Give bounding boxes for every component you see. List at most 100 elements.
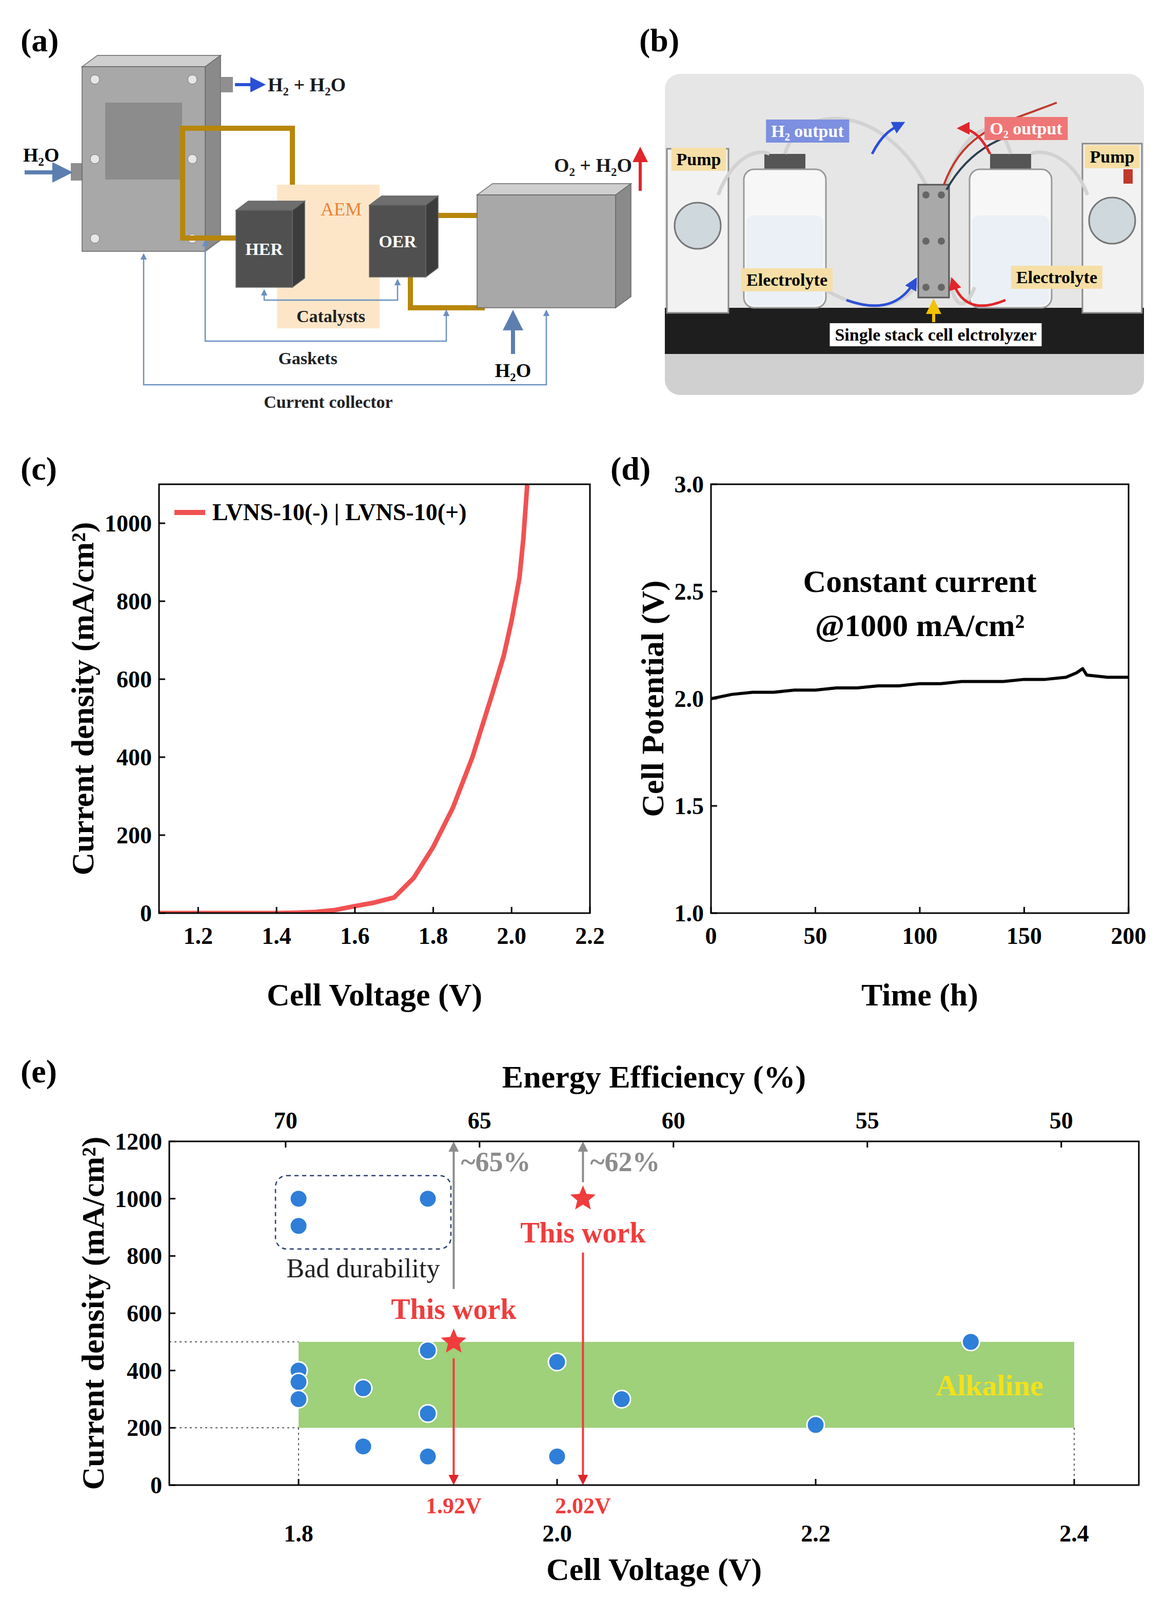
label: 1200 (114, 1128, 163, 1155)
label: 2.0 (542, 1520, 572, 1547)
x-tick (1073, 1478, 1076, 1486)
her-catalyst-side (292, 201, 305, 288)
label: Gaskets (278, 348, 338, 368)
scatter-point (419, 1447, 437, 1466)
y-tick (169, 1312, 176, 1315)
cell (918, 184, 950, 298)
flow-arrow (952, 279, 1006, 306)
o2-arrow (638, 149, 642, 191)
label: 55 (855, 1107, 880, 1134)
label: 1.0 (674, 900, 705, 927)
scatter-point (548, 1353, 566, 1371)
plot-data (169, 1185, 1075, 1486)
label: Cell Voltage (V) (546, 1551, 762, 1588)
x2-tick (284, 1141, 287, 1148)
outlet-stub (220, 76, 233, 93)
figure: (a)H₂ + H₂OH₂OAEMHEROERO₂ + H₂OH₂OCataly… (0, 0, 1165, 1600)
collector-right-side (615, 183, 631, 308)
label: AEM (320, 199, 362, 220)
collector-right-top (477, 183, 631, 195)
x2-tick (478, 1141, 481, 1148)
x-tick (298, 1478, 300, 1486)
label: 600 (126, 1300, 163, 1327)
bolt (187, 154, 197, 164)
collector-left-top (82, 55, 221, 67)
label-box (984, 116, 1068, 141)
label: Current density (mA/cm²) (75, 1136, 111, 1491)
label: 600 (116, 666, 152, 693)
label: LVNS-10(-) | LVNS-10(+) (212, 499, 467, 526)
flow-arrow (846, 279, 916, 306)
label: Catalysts (296, 306, 366, 326)
water-arrow (510, 313, 516, 354)
x2-tick (866, 1141, 868, 1148)
label: 1.5 (674, 793, 705, 820)
y-tick (159, 912, 166, 915)
x-tick (510, 906, 513, 914)
scatter-point (806, 1416, 825, 1434)
y-tick (711, 483, 718, 486)
collector-right-front (477, 194, 616, 308)
label: 0 (150, 1472, 163, 1499)
y-tick (711, 698, 718, 700)
bolt (90, 74, 100, 85)
liquid (972, 215, 1050, 306)
label: 65 (467, 1107, 492, 1134)
her-catalyst-front (235, 210, 293, 288)
label: 400 (116, 744, 152, 771)
label: Pump (1090, 147, 1135, 167)
label: 2.2 (575, 922, 605, 950)
tube (820, 277, 924, 306)
reflection (664, 353, 1144, 396)
label: 1.8 (418, 922, 449, 950)
bolt (922, 283, 930, 291)
label: O₂ output (989, 119, 1063, 138)
y-tick (169, 1197, 176, 1200)
scatter-point (289, 1217, 308, 1235)
label: 150 (1006, 922, 1042, 950)
scatter-point (419, 1190, 437, 1208)
efficiency-arrow (452, 1143, 455, 1290)
label: 70 (273, 1107, 298, 1134)
highlight-box (275, 1175, 451, 1250)
pump-head (674, 202, 721, 249)
chart-2: (e)This work~65%1.92VThis work~62%2.02VB… (20, 1053, 1139, 1588)
x-tick (710, 906, 713, 914)
tube (1031, 152, 1088, 195)
y-tick (159, 756, 166, 759)
scatter-point (289, 1373, 308, 1391)
label: 2.2 (800, 1520, 831, 1547)
voltage-arrow (452, 1358, 455, 1484)
label: 0 (140, 900, 152, 927)
x-tick (556, 1478, 559, 1486)
label-box (765, 119, 849, 143)
label: H₂ + H₂O (267, 73, 346, 96)
y-tick (169, 1484, 176, 1487)
label: 60 (661, 1107, 686, 1134)
label: 200 (116, 822, 152, 849)
label: Bad durability (286, 1253, 441, 1283)
label: 2.0 (674, 685, 705, 713)
label: This work (390, 1293, 517, 1326)
bolt (922, 237, 930, 245)
y-tick (159, 678, 166, 681)
y-tick (169, 1369, 176, 1372)
scatter-point (354, 1437, 372, 1456)
guide-line (169, 1341, 299, 1343)
guide-line (298, 1427, 300, 1486)
label: 800 (126, 1242, 163, 1270)
y-tick (169, 1255, 176, 1257)
guide-line (1073, 1427, 1075, 1486)
x-tick (353, 906, 356, 914)
bolt (90, 154, 100, 164)
label: 50 (1049, 1107, 1074, 1134)
label: 100 (902, 922, 938, 950)
bolt (937, 237, 945, 245)
annotations: This work~65%1.92VThis work~62%2.02VBad … (275, 1143, 1044, 1519)
label: (a) (20, 22, 59, 59)
label: OER (378, 231, 417, 251)
label: (c) (20, 450, 57, 487)
label: Constant current (802, 563, 1037, 599)
backdrop (664, 73, 1144, 396)
y-tick (711, 590, 718, 593)
